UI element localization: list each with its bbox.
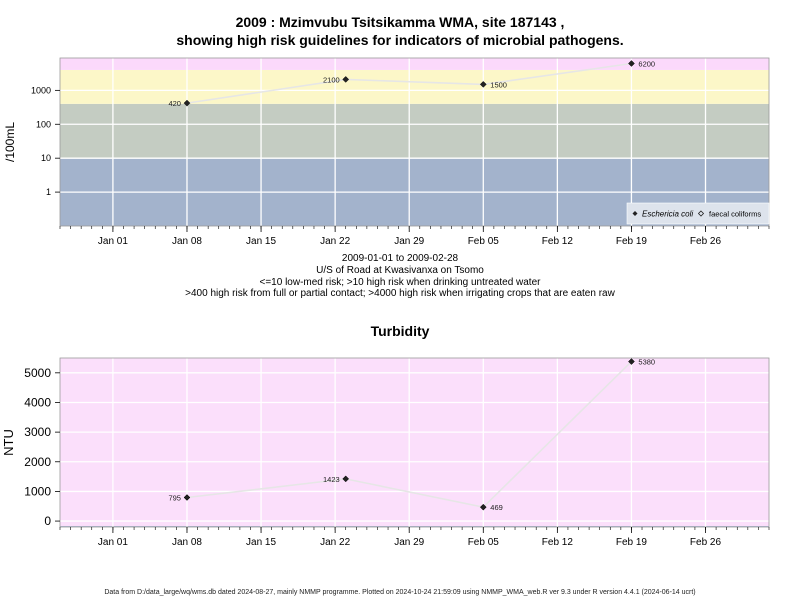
legend-open-diamond (697, 210, 705, 217)
data-point (342, 76, 350, 83)
x-tick-label: Jan 01 (98, 537, 128, 548)
chart2-title: Turbidity (370, 323, 430, 339)
x-tick-label: Feb 26 (690, 236, 722, 247)
x-tick-label: Feb 05 (468, 537, 500, 548)
x-tick-label: Jan 08 (172, 537, 202, 548)
data-point (183, 494, 191, 501)
y-axis-label: NTU (1, 429, 16, 456)
x-tick-label: Feb 12 (542, 537, 574, 548)
data-point (479, 503, 487, 511)
data-point (342, 475, 350, 483)
x-tick-label: Feb 05 (468, 236, 500, 247)
data-label: 1423 (323, 475, 340, 484)
x-tick-label: Jan 29 (394, 236, 424, 247)
y-tick-label: 1000 (24, 484, 51, 498)
y-tick-label: 1 (46, 187, 51, 197)
x-tick-label: Feb 19 (616, 537, 648, 548)
data-point (628, 358, 635, 365)
x-tick-label: Feb 26 (690, 537, 722, 548)
base-band (60, 526, 769, 527)
data-label: 6200 (638, 59, 655, 68)
y-axis-label: /100mL (3, 122, 17, 162)
plot-frame (59, 57, 770, 227)
risk-band-4 (60, 58, 769, 70)
chart1-title-line2: showing high risk guidelines for indicat… (176, 32, 624, 48)
data-point (628, 60, 635, 67)
data-point (479, 81, 487, 88)
data-label: 469 (490, 503, 503, 512)
chart1-site-name: U/S of Road at Kwasivanxa on Tsomo (316, 265, 484, 276)
legend-filled-diamond (632, 211, 638, 216)
data-point (183, 99, 191, 107)
x-tick-label: Feb 12 (542, 236, 574, 247)
x-tick-label: Jan 15 (246, 236, 276, 247)
x-tick-label: Jan 29 (394, 537, 424, 548)
risk-band-3 (60, 69, 769, 104)
chart1-risk-note-1: <=10 low-med risk; >10 high risk when dr… (259, 277, 541, 288)
series-line (186, 360, 632, 509)
y-tick-label: 100 (36, 119, 51, 129)
x-tick-label: Jan 22 (320, 537, 350, 548)
x-tick-label: Jan 01 (98, 236, 128, 247)
y-tick-label: 3000 (24, 425, 51, 439)
legend-label-ecoli: Eschericia coli (642, 210, 693, 219)
y-tick-label: 0 (44, 514, 51, 528)
y-tick-label: 1000 (31, 85, 51, 95)
data-label: 420 (168, 99, 181, 108)
series-line (186, 62, 632, 104)
y-tick-label: 5000 (24, 366, 51, 380)
turbidity-chart: Jan 01 Jan 08 Jan 15 Jan 22 Jan 29 Feb 05 Feb … (1, 357, 770, 548)
risk-band-2 (60, 103, 769, 159)
y-tick-label: 2000 (24, 455, 51, 469)
chart1-date-range: 2009-01-01 to 2009-02-28 (341, 253, 459, 264)
plot-background (60, 358, 769, 527)
plot-frame (59, 357, 770, 528)
data-label: 795 (168, 493, 181, 502)
data-label: 2100 (323, 75, 340, 84)
x-tick-label: Jan 22 (320, 236, 350, 247)
y-tick-label: 10 (41, 153, 51, 163)
data-label: 1500 (490, 80, 507, 89)
chart1-risk-note-2: >400 high risk from full or partial cont… (185, 288, 615, 299)
data-label: 5380 (638, 358, 655, 367)
microbial-chart: Jan 01 Jan 08 Jan 15 Jan 22 Jan 29 Feb 05 Feb … (3, 57, 770, 247)
y-tick-label: 4000 (24, 395, 51, 409)
x-tick-label: Jan 15 (246, 537, 276, 548)
chart1-title-line1: 2009 : Mzimvubu Tsitsikamma WMA, site 18… (235, 14, 565, 30)
x-tick-label: Feb 19 (616, 236, 648, 247)
footer-note: Data from D:/data_large/wq/wms.db dated … (104, 589, 696, 596)
legend-label-faecal: faecal coliforms (709, 210, 761, 219)
x-tick-label: Jan 08 (172, 236, 202, 247)
